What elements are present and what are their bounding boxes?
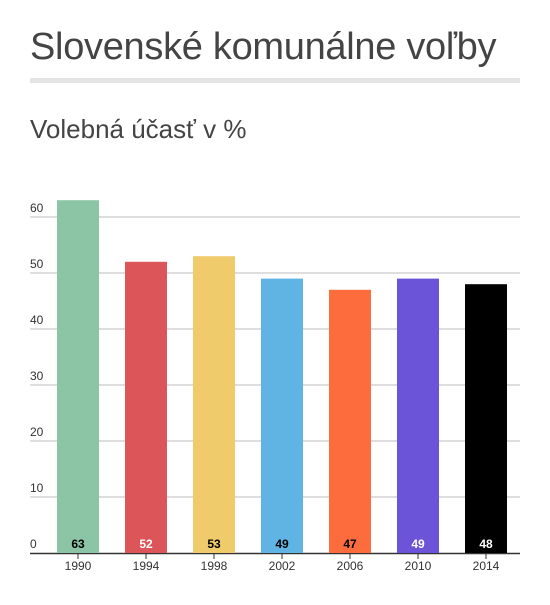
data-label-1990: 63 (71, 537, 85, 551)
bar-1998 (193, 256, 235, 553)
y-tick-label: 10 (30, 481, 44, 495)
x-tick-label-2014: 2014 (473, 559, 500, 573)
x-tick-label-1998: 1998 (201, 559, 228, 573)
x-tick-label-2006: 2006 (337, 559, 364, 573)
x-tick-label-2002: 2002 (269, 559, 296, 573)
y-tick-label: 30 (30, 369, 44, 383)
data-label-1994: 52 (139, 537, 153, 551)
x-tick-label-1994: 1994 (133, 559, 160, 573)
bar-1990 (57, 200, 99, 553)
data-label-2010: 49 (411, 537, 425, 551)
y-tick-label: 50 (30, 257, 44, 271)
y-axis-ticks: 0 10 20 30 40 50 60 (30, 201, 44, 551)
y-tick-label: 40 (30, 313, 44, 327)
data-label-1998: 53 (207, 537, 221, 551)
x-tick-label-1990: 1990 (65, 559, 92, 573)
chart-subtitle: Volebná účasť v % (30, 114, 247, 144)
x-axis-ticks: 1990 1994 1998 2002 2006 2010 2014 (65, 554, 500, 573)
page-title: Slovenské komunálne voľby (30, 26, 497, 68)
bar-2014 (465, 284, 507, 553)
y-tick-label: 0 (30, 537, 37, 551)
data-labels: 63 52 53 49 47 49 48 (71, 537, 493, 551)
data-label-2014: 48 (479, 537, 493, 551)
y-tick-label: 20 (30, 425, 44, 439)
title-divider (30, 78, 520, 83)
bar-2006 (329, 289, 371, 553)
bar-2010 (397, 278, 439, 553)
data-label-2006: 47 (343, 537, 357, 551)
bars (57, 200, 507, 553)
x-tick-label-2010: 2010 (405, 559, 432, 573)
bar-2002 (261, 278, 303, 553)
bar-1994 (125, 261, 167, 553)
data-label-2002: 49 (275, 537, 289, 551)
y-tick-label: 60 (30, 201, 44, 215)
